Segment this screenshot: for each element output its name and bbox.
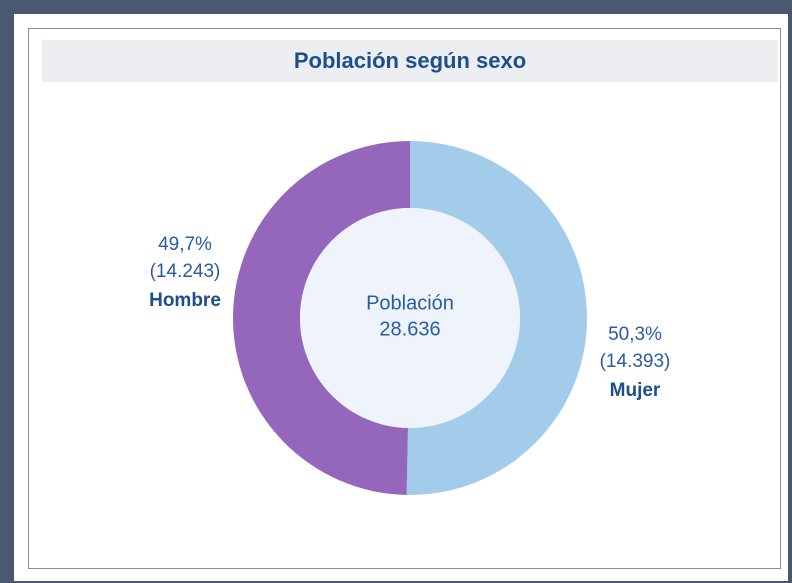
slice bbox=[232, 141, 410, 495]
legend-label: Mujer bbox=[610, 380, 661, 401]
panel-border bbox=[28, 28, 781, 569]
donut-center bbox=[300, 208, 520, 428]
center-value: 28.636 bbox=[379, 318, 440, 340]
legend-label: Hombre bbox=[149, 290, 221, 311]
count-label: (14.393) bbox=[600, 351, 671, 372]
value-label: 49,7% bbox=[158, 234, 212, 255]
slice bbox=[406, 141, 587, 495]
count-label: (14.243) bbox=[150, 261, 221, 282]
center-label: Población bbox=[366, 292, 454, 314]
title-bar bbox=[42, 40, 778, 82]
value-label: 50,3% bbox=[608, 324, 662, 345]
chart-title: Población según sexo bbox=[294, 48, 526, 73]
